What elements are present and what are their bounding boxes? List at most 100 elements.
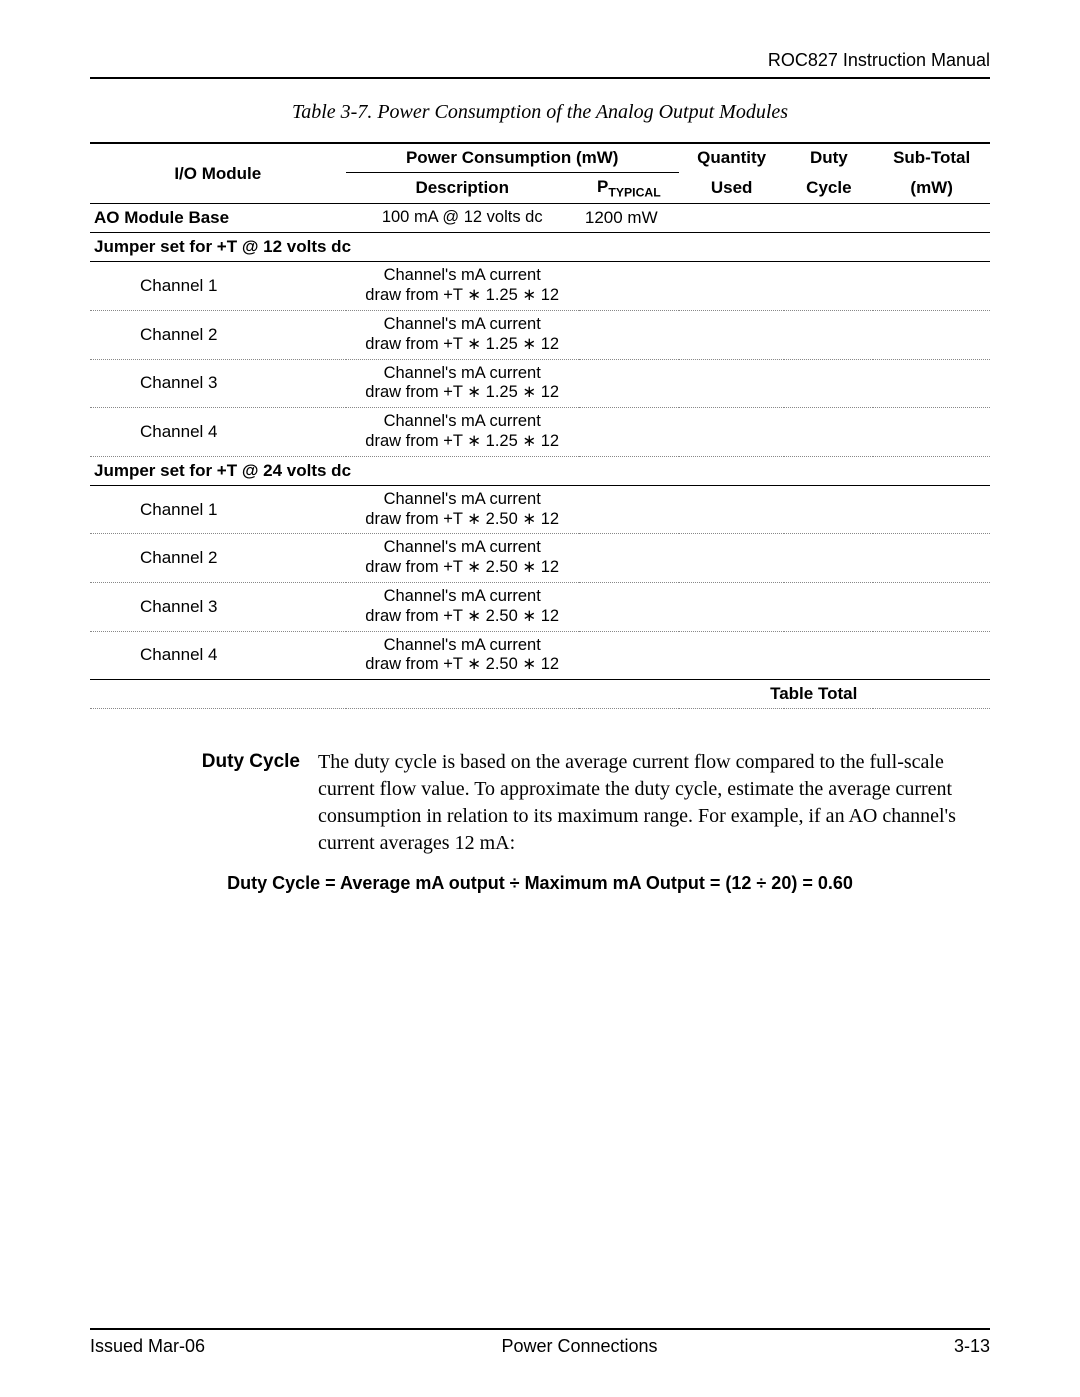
desc-line2: draw from +T ∗ 2.50 ∗ 12	[365, 655, 559, 673]
section-title-24v: Jumper set for +T @ 24 volts dc	[90, 456, 990, 485]
channel-desc: Channel's mA current draw from +T ∗ 1.25…	[346, 310, 579, 359]
desc-line2: draw from +T ∗ 2.50 ∗ 12	[365, 510, 559, 528]
base-label: AO Module Base	[90, 204, 346, 233]
cell-ptyp	[579, 582, 679, 631]
page-header: ROC827 Instruction Manual	[90, 50, 990, 79]
desc-line1: Channel's mA current	[384, 587, 541, 605]
desc-line1: Channel's mA current	[384, 538, 541, 556]
table-row: Channel 1 Channel's mA current draw from…	[90, 485, 990, 534]
desc-line1: Channel's mA current	[384, 364, 541, 382]
cell-sub	[873, 408, 990, 457]
cell-sub	[873, 582, 990, 631]
footer-center: Power Connections	[501, 1336, 657, 1357]
base-description: 100 mA @ 12 volts dc	[346, 204, 579, 233]
table-total-row: Table Total	[90, 680, 990, 709]
cell-ptyp	[579, 631, 679, 680]
table-row: Channel 4 Channel's mA current draw from…	[90, 408, 990, 457]
col-subtotal-l2: (mW)	[873, 173, 990, 204]
base-duty	[784, 204, 873, 233]
cell-sub	[873, 310, 990, 359]
channel-desc: Channel's mA current draw from +T ∗ 2.50…	[346, 631, 579, 680]
channel-name: Channel 3	[90, 582, 346, 631]
cell-duty	[784, 310, 873, 359]
cell-qty	[679, 359, 785, 408]
table-row: Channel 4 Channel's mA current draw from…	[90, 631, 990, 680]
section-header-12v: Jumper set for +T @ 12 volts dc	[90, 233, 990, 262]
channel-desc: Channel's mA current draw from +T ∗ 1.25…	[346, 408, 579, 457]
channel-name: Channel 1	[90, 262, 346, 311]
channel-desc: Channel's mA current draw from +T ∗ 1.25…	[346, 262, 579, 311]
col-power-consumption: Power Consumption (mW)	[346, 143, 679, 173]
cell-ptyp	[579, 534, 679, 583]
desc-line2: draw from +T ∗ 2.50 ∗ 12	[365, 607, 559, 625]
cell-qty	[679, 534, 785, 583]
channel-desc: Channel's mA current draw from +T ∗ 2.50…	[346, 582, 579, 631]
col-io-module: I/O Module	[90, 143, 346, 204]
channel-name: Channel 4	[90, 408, 346, 457]
desc-line2: draw from +T ∗ 2.50 ∗ 12	[365, 558, 559, 576]
table-caption: Table 3-7. Power Consumption of the Anal…	[90, 101, 990, 124]
cell-ptyp	[579, 408, 679, 457]
cell-qty	[679, 310, 785, 359]
channel-name: Channel 2	[90, 310, 346, 359]
manual-page: ROC827 Instruction Manual Table 3-7. Pow…	[0, 0, 1080, 1397]
footer-left: Issued Mar-06	[90, 1336, 205, 1357]
col-subtotal-l1: Sub-Total	[873, 143, 990, 173]
desc-line1: Channel's mA current	[384, 315, 541, 333]
duty-cycle-formula: Duty Cycle = Average mA output ÷ Maximum…	[90, 873, 990, 894]
cell-ptyp	[579, 310, 679, 359]
desc-line1: Channel's mA current	[384, 412, 541, 430]
cell-duty	[784, 582, 873, 631]
table-total-value	[873, 680, 990, 709]
cell-duty	[784, 485, 873, 534]
base-row: AO Module Base 100 mA @ 12 volts dc 1200…	[90, 204, 990, 233]
ptypical-sub: TYPICAL	[608, 185, 660, 199]
desc-line2: draw from +T ∗ 1.25 ∗ 12	[365, 383, 559, 401]
section-header-24v: Jumper set for +T @ 24 volts dc	[90, 456, 990, 485]
desc-line2: draw from +T ∗ 1.25 ∗ 12	[365, 335, 559, 353]
cell-duty	[784, 631, 873, 680]
table-total-label: Table Total	[90, 680, 873, 709]
cell-ptyp	[579, 485, 679, 534]
cell-qty	[679, 582, 785, 631]
cell-qty	[679, 408, 785, 457]
col-quantity-l2: Used	[679, 173, 785, 204]
cell-sub	[873, 262, 990, 311]
table-body: AO Module Base 100 mA @ 12 volts dc 1200…	[90, 204, 990, 709]
cell-sub	[873, 534, 990, 583]
ptypical-prefix: P	[597, 177, 608, 196]
cell-duty	[784, 359, 873, 408]
duty-cycle-text: The duty cycle is based on the average c…	[318, 749, 990, 857]
desc-line1: Channel's mA current	[384, 636, 541, 654]
desc-line2: draw from +T ∗ 1.25 ∗ 12	[365, 286, 559, 304]
table-row: Channel 1 Channel's mA current draw from…	[90, 262, 990, 311]
footer-right: 3-13	[954, 1336, 990, 1357]
base-sub	[873, 204, 990, 233]
duty-cycle-section: Duty Cycle The duty cycle is based on th…	[90, 749, 990, 857]
base-ptypical: 1200 mW	[579, 204, 679, 233]
desc-line1: Channel's mA current	[384, 490, 541, 508]
cell-sub	[873, 359, 990, 408]
table-row: Channel 2 Channel's mA current draw from…	[90, 534, 990, 583]
page-footer: Issued Mar-06 Power Connections 3-13	[90, 1328, 990, 1357]
table-row: Channel 3 Channel's mA current draw from…	[90, 582, 990, 631]
base-qty	[679, 204, 785, 233]
col-duty-l1: Duty	[784, 143, 873, 173]
cell-duty	[784, 408, 873, 457]
cell-sub	[873, 631, 990, 680]
channel-desc: Channel's mA current draw from +T ∗ 2.50…	[346, 534, 579, 583]
manual-title: ROC827 Instruction Manual	[768, 50, 990, 70]
channel-desc: Channel's mA current draw from +T ∗ 2.50…	[346, 485, 579, 534]
cell-qty	[679, 485, 785, 534]
desc-line2: draw from +T ∗ 1.25 ∗ 12	[365, 432, 559, 450]
col-duty-l2: Cycle	[784, 173, 873, 204]
cell-sub	[873, 485, 990, 534]
table-row: Channel 3 Channel's mA current draw from…	[90, 359, 990, 408]
cell-qty	[679, 262, 785, 311]
channel-name: Channel 4	[90, 631, 346, 680]
channel-name: Channel 1	[90, 485, 346, 534]
duty-cycle-label: Duty Cycle	[90, 749, 300, 857]
desc-line1: Channel's mA current	[384, 266, 541, 284]
channel-name: Channel 3	[90, 359, 346, 408]
col-quantity-l1: Quantity	[679, 143, 785, 173]
